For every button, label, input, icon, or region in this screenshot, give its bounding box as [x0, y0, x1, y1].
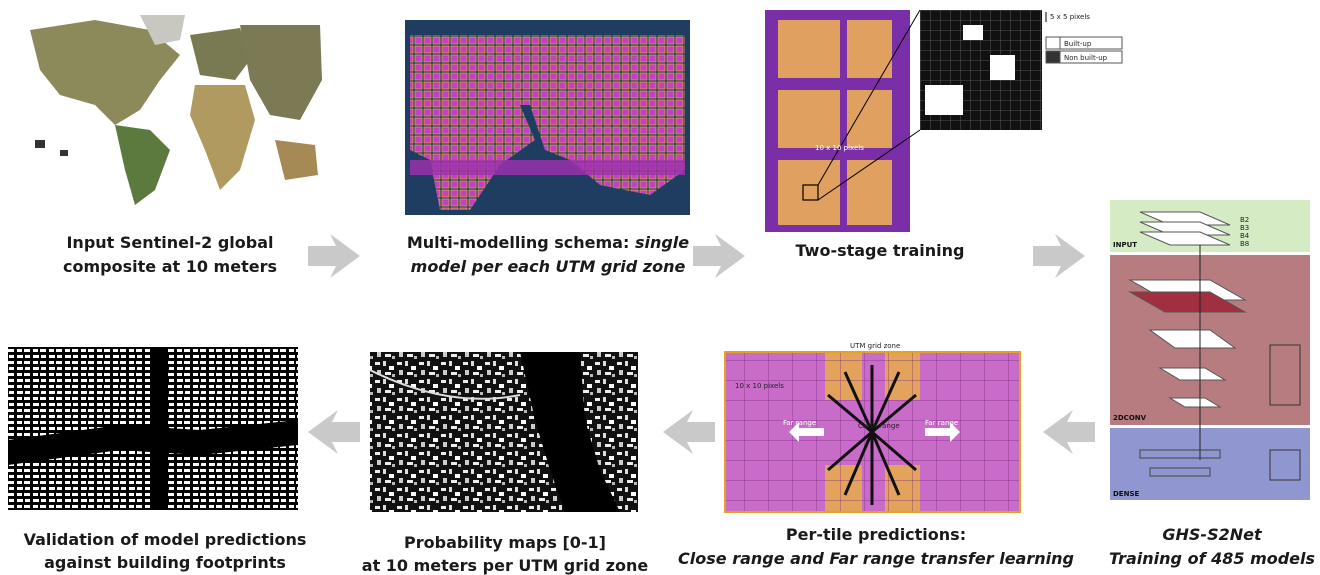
legend-part	[1046, 51, 1060, 63]
validation-map-part	[150, 347, 168, 510]
block-label: DENSE	[1113, 490, 1139, 498]
legend-label: Non built-up	[1064, 54, 1108, 62]
caption: Close range and Far range transfer learn…	[678, 549, 1074, 568]
training-tile-part	[847, 90, 892, 148]
range-label: Far range	[783, 419, 816, 427]
caption-part: single	[635, 233, 689, 252]
caption: Probability maps [0-1]	[404, 533, 606, 552]
range-label: Far range	[925, 419, 958, 427]
caption: Per-tile predictions:	[786, 525, 966, 544]
band-label: B8	[1240, 240, 1249, 248]
caption-part: Multi-modelling schema:	[407, 233, 630, 252]
validation-map	[8, 347, 298, 510]
range-label: Close range	[858, 422, 900, 430]
training-tile-part	[778, 20, 840, 78]
training-tile-part	[847, 160, 892, 225]
legend-label: Built-up	[1064, 40, 1092, 48]
band-label: B4	[1240, 232, 1250, 240]
tile-label: 10 x 10 pixels	[735, 382, 784, 390]
band-label: B2	[1240, 216, 1249, 224]
caption: Validation of model predictions	[24, 530, 307, 549]
network-diagram-part	[1110, 428, 1310, 500]
caption: model per each UTM grid zone	[411, 257, 686, 276]
utm-schema-map	[405, 20, 690, 215]
tile-label: 10 x 10 pixels	[815, 144, 864, 152]
patch-grid	[920, 10, 1046, 130]
caption: against building footprints	[44, 553, 286, 572]
caption: at 10 meters per UTM grid zone	[362, 556, 649, 575]
patch-grid-part	[990, 55, 1015, 80]
patch-grid-part	[925, 85, 963, 115]
caption: Two-stage training	[796, 241, 965, 260]
page: {"input": {"caption": ["Input Sentinel-2…	[0, 0, 1320, 575]
legend-part	[1046, 37, 1060, 49]
training-tile-part	[778, 160, 840, 225]
probability-map	[370, 352, 638, 512]
caption: Training of 485 models	[1109, 549, 1315, 568]
workflow-diagram: 10 x 10 pixels 5 x 5 pixels Built-up Non…	[0, 0, 1320, 575]
caption: GHS-S2Net	[1162, 525, 1263, 544]
training-tile	[765, 10, 920, 232]
caption: Input Sentinel-2 global	[66, 233, 273, 252]
patch-label: 5 x 5 pixels	[1050, 13, 1090, 21]
block-label: 2DCONV	[1113, 414, 1147, 422]
sentinel-map-part	[60, 150, 68, 156]
utm-schema-map-part	[410, 35, 685, 105]
zone-label: UTM grid zone	[850, 342, 900, 350]
band-label: B3	[1240, 224, 1249, 232]
block-label: INPUT	[1113, 241, 1137, 249]
caption: composite at 10 meters	[63, 257, 277, 276]
training-tile-part	[778, 90, 840, 148]
patch-grid-part	[963, 25, 983, 40]
utm-schema-map-part	[410, 160, 685, 175]
caption: Multi-modelling schema: single	[407, 233, 689, 252]
sentinel-map-part	[35, 140, 45, 148]
prediction-grid	[725, 352, 1020, 512]
network-diagram	[1110, 200, 1310, 500]
